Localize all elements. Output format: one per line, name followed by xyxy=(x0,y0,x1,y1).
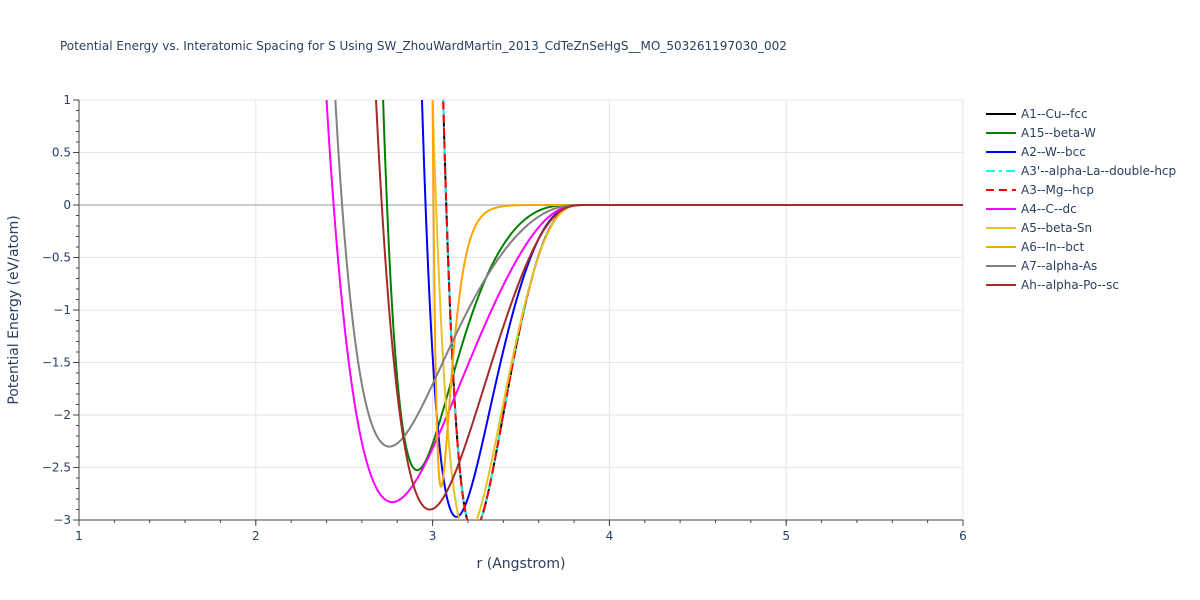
y-tick-label: −3 xyxy=(53,513,71,527)
x-tick-label: 6 xyxy=(959,529,967,543)
y-tick-label: −2.5 xyxy=(42,461,71,475)
series-line xyxy=(431,100,963,520)
legend-label: A5--beta-Sn xyxy=(1021,221,1092,235)
y-tick-label: 1 xyxy=(63,93,71,107)
x-tick-label: 4 xyxy=(606,529,614,543)
y-tick-label: −1.5 xyxy=(42,356,71,370)
series-line xyxy=(442,100,963,520)
series-line xyxy=(442,100,963,520)
x-axis-title: r (Angstrom) xyxy=(477,556,566,572)
series-line xyxy=(382,100,963,472)
chart-title: Potential Energy vs. Interatomic Spacing… xyxy=(60,39,787,53)
y-tick-label: −2 xyxy=(53,408,71,422)
x-tick-label: 3 xyxy=(429,529,437,543)
legend: A1--Cu--fcc A15--beta-W A2--W--bcc A3'--alp… xyxy=(986,107,1176,292)
x-tick-label: 1 xyxy=(75,529,83,543)
y-tick-label: −0.5 xyxy=(42,251,71,265)
legend-label: Ah--alpha-Po--sc xyxy=(1021,278,1119,292)
y-tick-label: 0 xyxy=(63,198,71,212)
axes: 1 2 3 4 5 6 −3 −2.5 −2 −1.5 −1 −0.5 0 0.5 1 xyxy=(42,93,967,543)
legend-label: A2--W--bcc xyxy=(1021,145,1086,159)
y-tick-label: 0.5 xyxy=(52,146,71,160)
legend-label: A3'--alpha-La--double-hcp xyxy=(1021,164,1176,178)
series-line xyxy=(325,100,963,504)
legend-label: A4--C--dc xyxy=(1021,202,1077,216)
legend-label: A7--alpha-As xyxy=(1021,259,1097,273)
legend-label: A3--Mg--hcp xyxy=(1021,183,1094,197)
x-tick-label: 5 xyxy=(782,529,790,543)
series-line xyxy=(442,100,963,520)
legend-label: A15--beta-W xyxy=(1021,126,1096,140)
series-line xyxy=(334,100,963,448)
x-tick-label: 2 xyxy=(252,529,260,543)
series-line xyxy=(375,100,963,511)
y-axis-title: Potential Energy (eV/atom) xyxy=(6,215,22,404)
y-tick-label: −1 xyxy=(53,303,71,317)
series-lines xyxy=(325,100,963,520)
legend-label: A6--In--bct xyxy=(1021,240,1085,254)
grid-lines xyxy=(79,99,964,520)
legend-label: A1--Cu--fcc xyxy=(1021,107,1088,121)
